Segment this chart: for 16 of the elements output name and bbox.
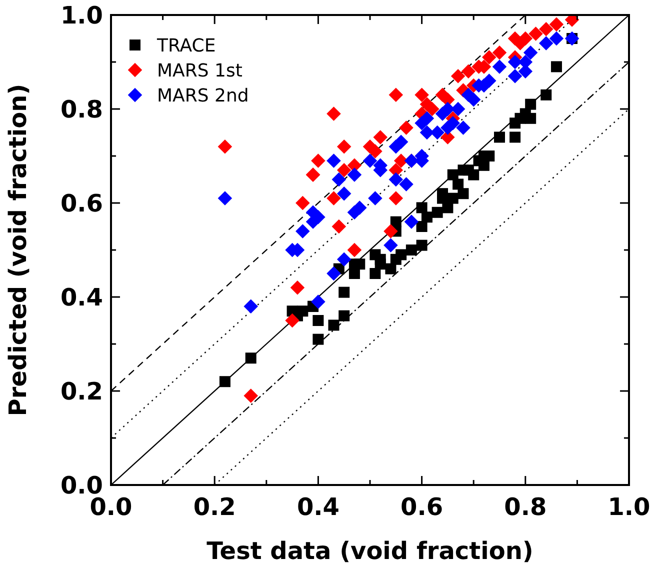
x-tick-label: 1.0 bbox=[608, 493, 650, 521]
y-tick-label: 0.4 bbox=[60, 283, 103, 312]
x-tick-label: 0.6 bbox=[400, 493, 444, 521]
x-tick-label: 0.4 bbox=[296, 493, 340, 521]
y-axis-title: Predicted (void fraction) bbox=[4, 84, 32, 416]
x-tick-label: 0.0 bbox=[90, 493, 132, 521]
legend-label: MARS 1st bbox=[157, 60, 242, 82]
y-tick-label: 0.8 bbox=[60, 95, 103, 124]
x-tick-label: 0.2 bbox=[193, 493, 236, 521]
legend-label: MARS 2nd bbox=[157, 85, 249, 106]
legend-label: TRACE bbox=[156, 35, 216, 56]
y-tick-label: 0.6 bbox=[60, 189, 103, 218]
y-tick-label: 1.0 bbox=[60, 1, 103, 30]
x-tick-label: 0.8 bbox=[504, 493, 547, 521]
x-axis-title: Test data (void fraction) bbox=[206, 537, 534, 565]
y-tick-label: 0.2 bbox=[60, 377, 103, 406]
